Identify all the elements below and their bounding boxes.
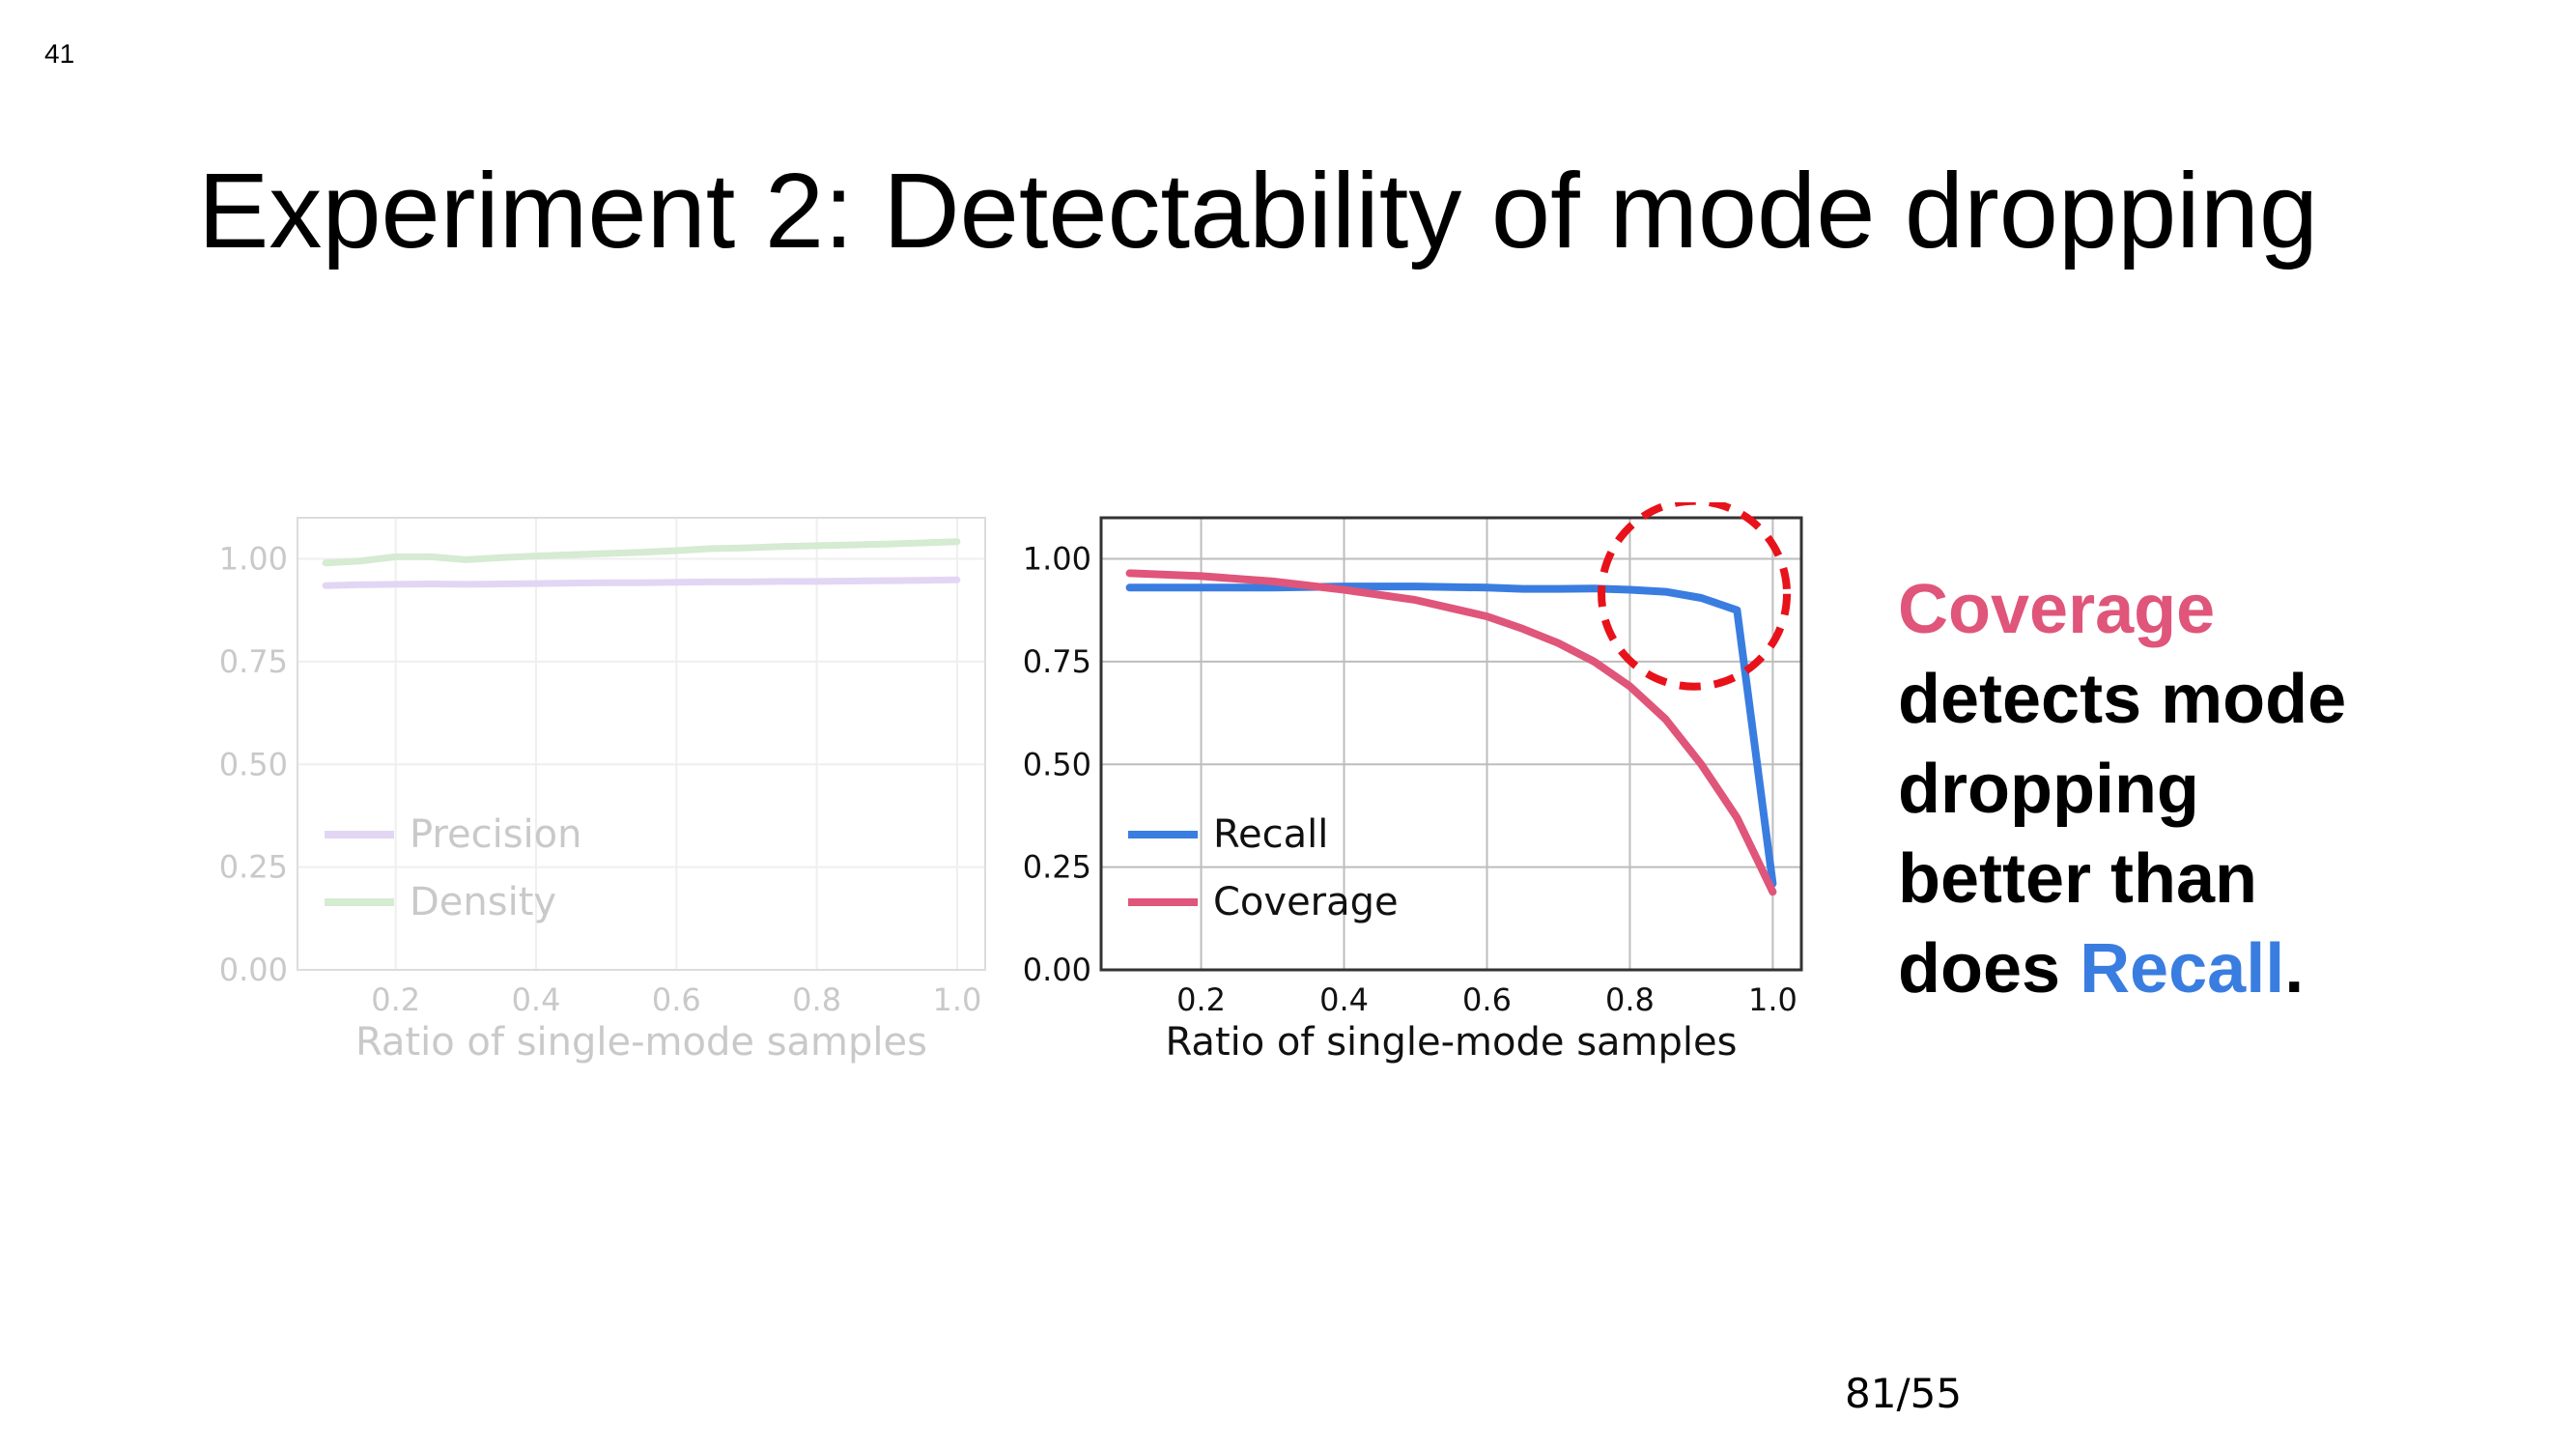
- legend-label-coverage: Coverage: [1213, 880, 1399, 924]
- series-line-recall: [1125, 582, 1777, 888]
- x-tick-label: 0.8: [792, 981, 841, 1018]
- x-tick-label: 0.2: [1176, 981, 1226, 1018]
- y-tick-label: 0.25: [1023, 849, 1091, 886]
- conclusion-line-3: dropping: [1898, 751, 2199, 828]
- legend-label-density: Density: [410, 880, 556, 924]
- series-line-density: [322, 538, 961, 567]
- legend-label-precision: Precision: [410, 812, 581, 857]
- y-tick-label: 1.00: [1023, 541, 1091, 578]
- plot-frame: [297, 517, 986, 971]
- chart-precision-density: 0.00 0.25 0.50 0.75 1.00 0.2 0.4 0.6 0.8 1.0Ratio…: [219, 517, 986, 1065]
- page-counter: 81/55: [1845, 1370, 1963, 1417]
- y-tick-label: 0.50: [1023, 746, 1091, 782]
- series-line-precision: [322, 576, 961, 589]
- legend-label-recall: Recall: [1213, 812, 1328, 857]
- recall-word: Recall: [2080, 930, 2285, 1008]
- x-tick-label: 0.8: [1605, 981, 1655, 1018]
- y-tick-label: 0.00: [219, 952, 288, 988]
- conclusion-line-5-prefix: does: [1898, 930, 2081, 1008]
- y-tick-label: 0.00: [1023, 952, 1091, 988]
- x-axis-label: Ratio of single-mode samples: [355, 1020, 927, 1065]
- slide-number: 41: [44, 39, 75, 69]
- conclusion-text: Coverage detects mode dropping better th…: [1898, 565, 2439, 1014]
- plot-frame: [1099, 516, 1803, 972]
- x-tick-label: 0.6: [1462, 981, 1512, 1018]
- conclusion-line-4: better than: [1898, 840, 2258, 918]
- x-tick-label: 0.2: [371, 981, 420, 1018]
- slide-title: Experiment 2: Detectability of mode drop…: [198, 152, 2319, 270]
- y-tick-label: 0.25: [219, 849, 288, 886]
- x-tick-label: 1.0: [932, 981, 981, 1018]
- chart-recall-coverage: 0.00 0.25 0.50 0.75 1.00 0.2 0.4 0.6 0.8 1.0 Ratio…: [1023, 502, 1803, 1065]
- coverage-word: Coverage: [1898, 571, 2216, 648]
- x-tick-label: 1.0: [1748, 981, 1798, 1018]
- conclusion-line-5-suffix: .: [2284, 930, 2305, 1008]
- x-tick-label: 0.4: [512, 981, 561, 1018]
- y-tick-label: 0.50: [219, 746, 288, 782]
- x-tick-label: 0.4: [1319, 981, 1369, 1018]
- y-tick-label: 0.75: [1023, 643, 1091, 680]
- series-line-coverage: [1125, 569, 1777, 896]
- y-tick-label: 1.00: [219, 541, 288, 578]
- highlight-circle: [1598, 502, 1792, 691]
- x-axis-label: Ratio of single-mode samples: [1166, 1020, 1738, 1065]
- conclusion-line-2: detects mode: [1898, 661, 2347, 738]
- y-tick-label: 0.75: [219, 643, 288, 680]
- x-tick-label: 0.6: [652, 981, 701, 1018]
